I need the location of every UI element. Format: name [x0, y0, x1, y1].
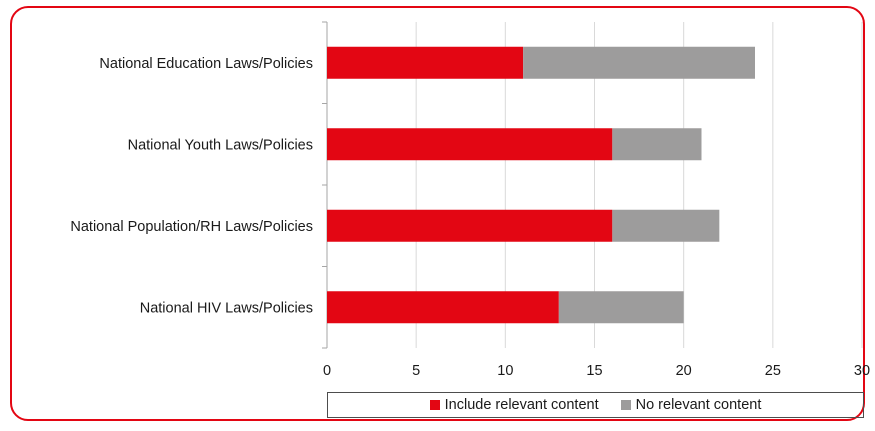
- bar-include-3: [327, 291, 559, 324]
- bar-include-0: [327, 46, 524, 79]
- bar-no-content-1: [612, 128, 702, 161]
- legend-swatch-no-content: [620, 400, 631, 410]
- x-tick-label-6: 30: [854, 363, 870, 379]
- x-tick-label-1: 5: [412, 363, 420, 379]
- x-tick-label-0: 0: [323, 363, 331, 379]
- category-label-0: National Education Laws/Policies: [99, 56, 313, 72]
- x-tick-label-5: 25: [765, 363, 781, 379]
- bar-no-content-2: [612, 209, 720, 242]
- x-tick-label-3: 15: [586, 363, 602, 379]
- x-tick-label-4: 20: [676, 363, 692, 379]
- legend-label-no-content: No relevant content: [635, 397, 762, 413]
- x-tick-label-2: 10: [497, 363, 513, 379]
- bar-include-1: [327, 128, 613, 161]
- category-label-2: National Population/RH Laws/Policies: [70, 219, 313, 235]
- category-label-1: National Youth Laws/Policies: [128, 137, 313, 153]
- legend: Include relevant content No relevant con…: [327, 392, 864, 418]
- legend-swatch-include: [429, 400, 440, 410]
- legend-item-include: Include relevant content: [429, 397, 599, 413]
- category-label-3: National HIV Laws/Policies: [140, 300, 313, 316]
- legend-label-include: Include relevant content: [444, 397, 599, 413]
- bar-no-content-0: [523, 46, 755, 79]
- chart-frame: [10, 6, 865, 421]
- bar-no-content-3: [558, 291, 684, 324]
- legend-item-no-content: No relevant content: [620, 397, 762, 413]
- bar-include-2: [327, 209, 613, 242]
